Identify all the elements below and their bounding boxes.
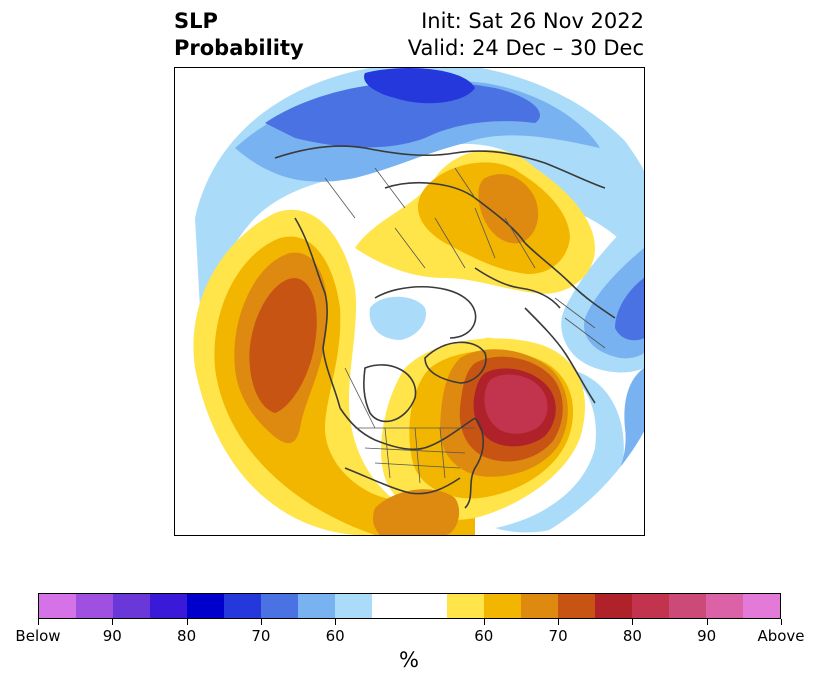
colorbar-segment (446, 594, 484, 618)
colorbar-tick (483, 619, 485, 625)
shade-below-east-dark (615, 278, 644, 341)
colorbar-segment (39, 594, 77, 618)
colorbar-segment (261, 594, 299, 618)
shade-below-90 (364, 68, 475, 104)
colorbar-tick (781, 619, 782, 625)
colorbar-segment (224, 594, 262, 618)
colorbar-segment (594, 594, 632, 618)
shade-below-arctic (369, 296, 426, 340)
colorbar-segment (76, 594, 114, 618)
shade-above-80-eurasia (478, 174, 539, 244)
colorbar-tick (558, 619, 560, 625)
colorbar-segment (557, 594, 595, 618)
colorbar-tick (335, 619, 337, 625)
colorbar-segment (705, 594, 743, 618)
colorbar-tick-label: 90 (102, 627, 122, 645)
init-date: Init: Sat 26 Nov 2022 (421, 9, 644, 33)
shade-below-atlantic (495, 368, 624, 533)
colorbar-segment (631, 594, 669, 618)
colorbar-unit: % (399, 648, 419, 672)
probability-colorbar (38, 593, 781, 619)
colorbar-segment (409, 594, 447, 618)
shade-above-rose-atlantic (484, 374, 548, 434)
colorbar-tick-label: 80 (622, 627, 642, 645)
colorbar-segment (150, 594, 188, 618)
colorbar-segment (742, 594, 780, 618)
map-dates: Init: Sat 26 Nov 2022 Valid: 24 Dec – 30… (408, 8, 644, 62)
colorbar-segment (113, 594, 151, 618)
colorbar-tick-label: 70 (251, 627, 271, 645)
colorbar-tick (112, 619, 114, 625)
colorbar-segment (483, 594, 521, 618)
colorbar-tick-label: Above (757, 627, 805, 645)
valid-range: Valid: 24 Dec – 30 Dec (407, 36, 644, 60)
colorbar-tick-label: 70 (548, 627, 568, 645)
colorbar-tick (38, 619, 39, 625)
shade-above-gulf (372, 489, 460, 535)
title-metric: Probability (174, 36, 304, 60)
colorbar-tick-label: Below (15, 627, 61, 645)
shade-below-80 (265, 81, 541, 148)
coastlines (274, 145, 616, 509)
title-variable: SLP (174, 9, 218, 33)
colorbar-segment (372, 594, 410, 618)
colorbar-segment (298, 594, 336, 618)
colorbar-tick (260, 619, 262, 625)
colorbar-tick (632, 619, 634, 625)
colorbar-tick (706, 619, 708, 625)
colorbar-segment (335, 594, 373, 618)
colorbar-tick-label: 60 (325, 627, 345, 645)
shade-above-90-pacific (249, 278, 317, 413)
probability-map (174, 67, 645, 536)
map-title: SLP Probability (174, 8, 304, 62)
borders (324, 167, 606, 484)
colorbar-segment (668, 594, 706, 618)
colorbar-segment (520, 594, 558, 618)
colorbar-tick (186, 619, 188, 625)
colorbar-tick-label: 90 (697, 627, 717, 645)
colorbar-tick-label: 60 (474, 627, 494, 645)
colorbar-segment (187, 594, 225, 618)
colorbar-tick-label: 80 (177, 627, 197, 645)
map-svg (175, 68, 644, 535)
